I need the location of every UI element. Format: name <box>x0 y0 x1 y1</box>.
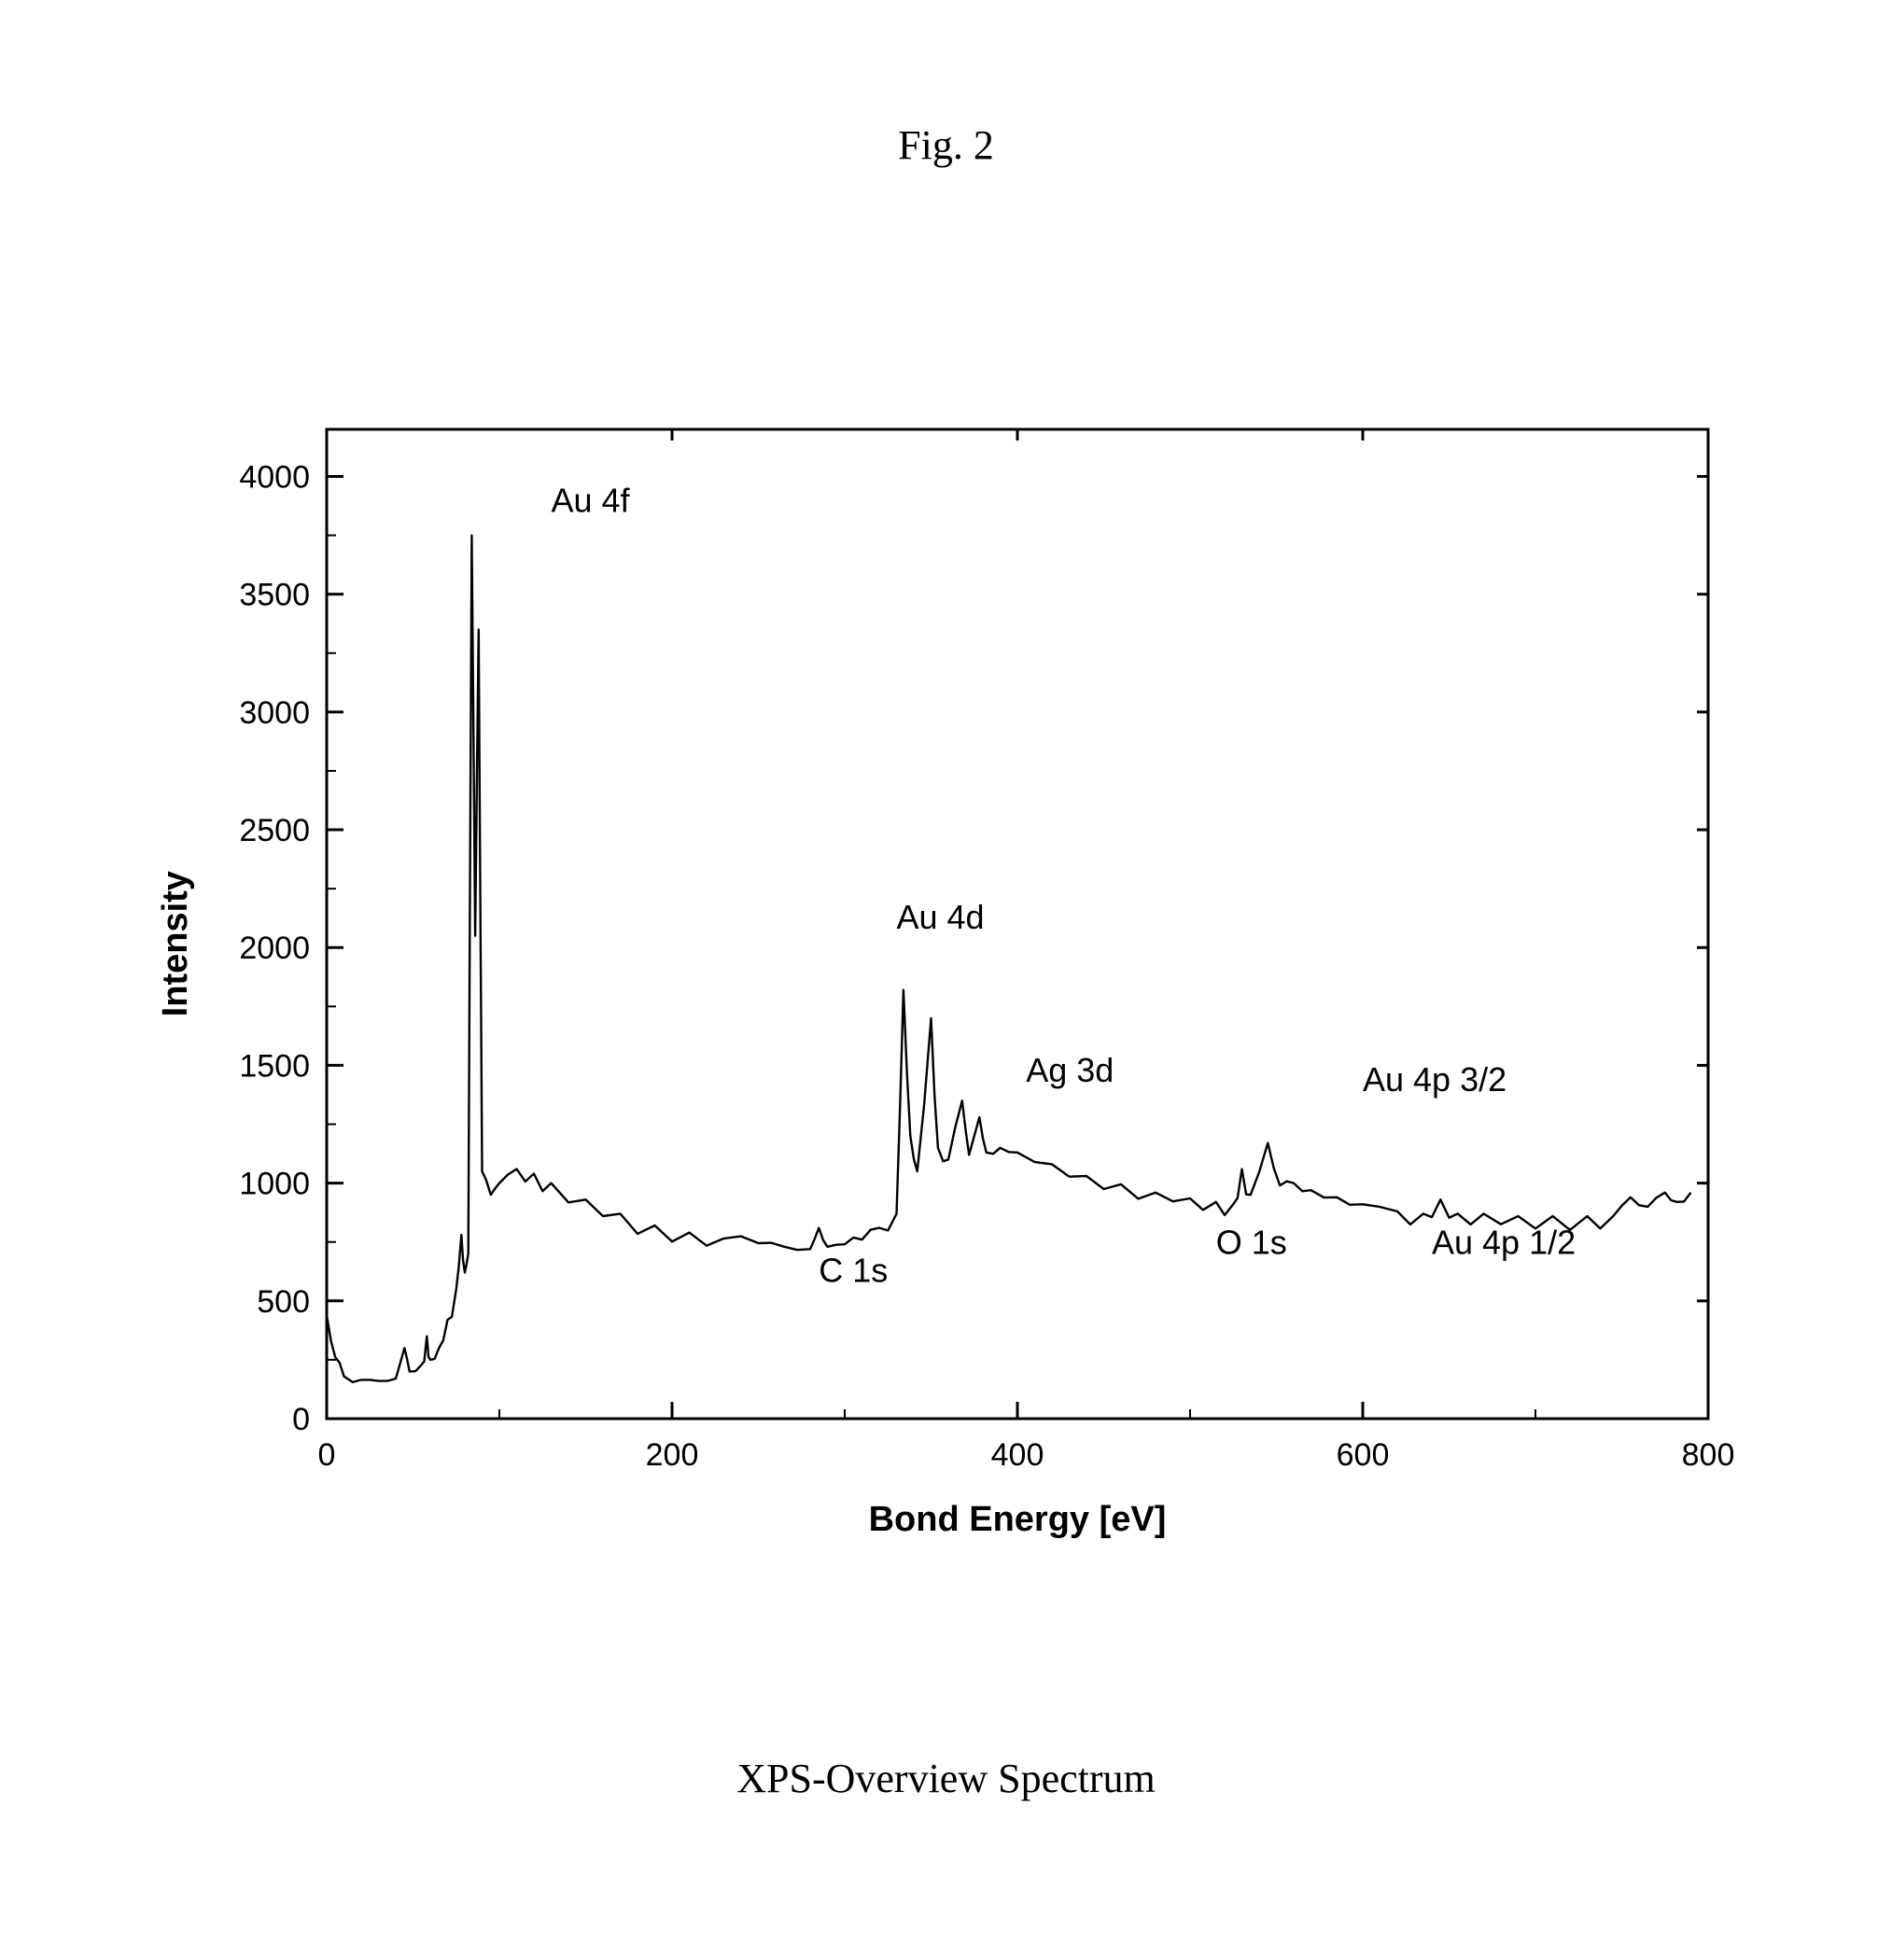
svg-text:800: 800 <box>1682 1437 1735 1473</box>
chart-svg: 0 500 1000 1500 2000 2500 3000 3500 4000 0 200 400 6… <box>112 401 1755 1615</box>
peak-label: O 1s <box>1216 1223 1287 1261</box>
peak-label: C 1s <box>819 1252 888 1290</box>
figure-title: Fig. 2 <box>0 121 1892 169</box>
svg-text:400: 400 <box>991 1437 1044 1473</box>
peak-label: Ag 3d <box>1026 1051 1114 1089</box>
svg-text:3500: 3500 <box>239 578 310 613</box>
svg-text:2000: 2000 <box>239 931 310 966</box>
svg-text:600: 600 <box>1337 1437 1390 1473</box>
peak-label: Au 4p 3/2 <box>1363 1060 1507 1099</box>
svg-text:2500: 2500 <box>239 813 310 848</box>
x-axis-label: Bond Energy [eV] <box>869 1500 1167 1539</box>
svg-text:0: 0 <box>292 1402 310 1437</box>
svg-text:0: 0 <box>318 1437 336 1473</box>
y-axis-label: Intensity <box>156 871 195 1016</box>
svg-text:4000: 4000 <box>239 459 310 495</box>
svg-text:200: 200 <box>646 1437 699 1473</box>
figure-caption: XPS-Overview Spectrum <box>0 1755 1892 1802</box>
peak-label: Au 4d <box>897 898 985 936</box>
svg-text:500: 500 <box>257 1284 310 1320</box>
page: Fig. 2 050010001500200025003000350040000… <box>0 0 1892 1960</box>
svg-text:1500: 1500 <box>239 1048 310 1084</box>
xps-spectrum-chart: 0 500 1000 1500 2000 2500 3000 3500 4000 0 200 400 6… <box>112 401 1755 1615</box>
peak-label: Au 4f <box>552 481 631 519</box>
svg-text:3000: 3000 <box>239 695 310 731</box>
svg-text:1000: 1000 <box>239 1167 310 1202</box>
peak-label: Au 4p 1/2 <box>1432 1223 1576 1261</box>
